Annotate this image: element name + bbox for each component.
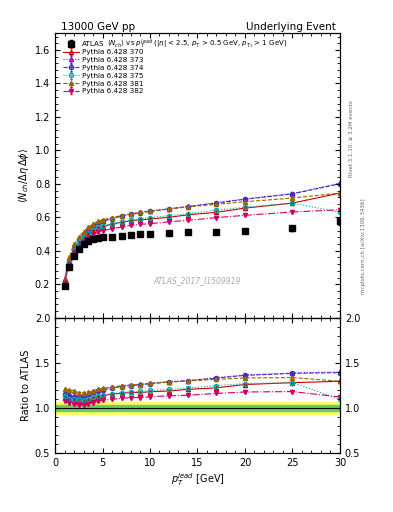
Legend: ATLAS, Pythia 6.428 370, Pythia 6.428 373, Pythia 6.428 374, Pythia 6.428 375, P: ATLAS, Pythia 6.428 370, Pythia 6.428 37… bbox=[61, 40, 145, 96]
Text: ATLAS_2017_I1509919: ATLAS_2017_I1509919 bbox=[154, 276, 241, 285]
Text: Rivet 3.1.10, ≥ 3.2M events: Rivet 3.1.10, ≥ 3.2M events bbox=[349, 100, 354, 177]
X-axis label: $p_T^{lead}$ [GeV]: $p_T^{lead}$ [GeV] bbox=[171, 471, 224, 487]
Text: mcplots.cern.ch [arXiv:1306.3436]: mcplots.cern.ch [arXiv:1306.3436] bbox=[361, 198, 366, 293]
Y-axis label: $\langle N_{ch}/ \Delta\eta\, \Delta\phi\rangle$: $\langle N_{ch}/ \Delta\eta\, \Delta\phi… bbox=[17, 148, 31, 203]
Text: $\langle N_{ch}\rangle$ vs $p_T^{lead}$ ($|\eta|$ < 2.5, $p_T$ > 0.5 GeV, $p_{T_: $\langle N_{ch}\rangle$ vs $p_T^{lead}$ … bbox=[107, 37, 288, 51]
Y-axis label: Ratio to ATLAS: Ratio to ATLAS bbox=[20, 350, 31, 421]
Bar bbox=[55, 406, 340, 411]
Text: Underlying Event: Underlying Event bbox=[246, 22, 336, 32]
Text: 13000 GeV pp: 13000 GeV pp bbox=[61, 22, 135, 32]
Bar bbox=[55, 401, 340, 414]
